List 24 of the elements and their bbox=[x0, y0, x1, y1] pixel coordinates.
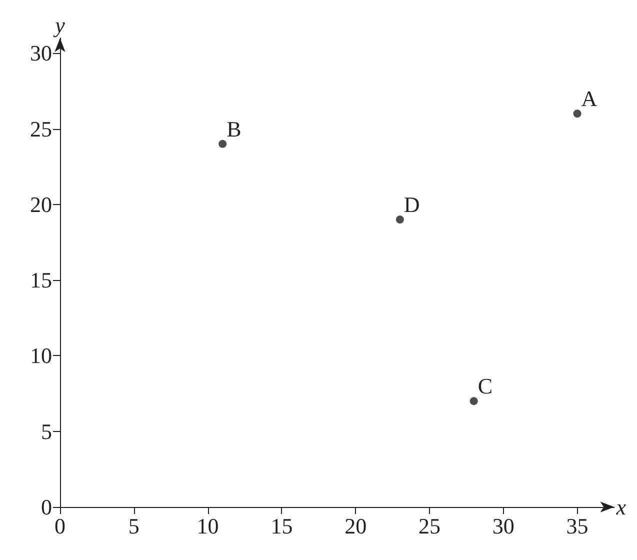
point bbox=[573, 110, 582, 118]
x-tick-label: 5 bbox=[128, 514, 140, 538]
y-tick-label: 20 bbox=[30, 192, 52, 217]
annotation: B bbox=[226, 116, 242, 142]
point bbox=[218, 140, 227, 148]
x-tick-label: 30 bbox=[492, 514, 514, 538]
annotation: D bbox=[404, 192, 420, 218]
x-tick-label: 20 bbox=[344, 514, 367, 538]
point bbox=[470, 397, 478, 406]
x-axis-title: x bbox=[615, 494, 626, 520]
y-tick-label: 5 bbox=[41, 418, 52, 444]
y-axis-title: y bbox=[53, 12, 66, 38]
annotation: C bbox=[478, 374, 493, 399]
y-tick-label: 0 bbox=[41, 494, 52, 520]
x-tick-label: 25 bbox=[418, 514, 440, 538]
annotation: A bbox=[581, 86, 598, 112]
x-tick-label: 10 bbox=[196, 514, 219, 538]
y-tick-label: 30 bbox=[30, 40, 52, 66]
y-tick-label: 25 bbox=[30, 116, 52, 142]
point bbox=[396, 216, 404, 224]
x-tick-label: 35 bbox=[566, 514, 588, 538]
x-tick-label: 15 bbox=[270, 514, 293, 538]
y-tick-label: 15 bbox=[30, 268, 52, 293]
y-tick-label: 10 bbox=[30, 343, 52, 368]
